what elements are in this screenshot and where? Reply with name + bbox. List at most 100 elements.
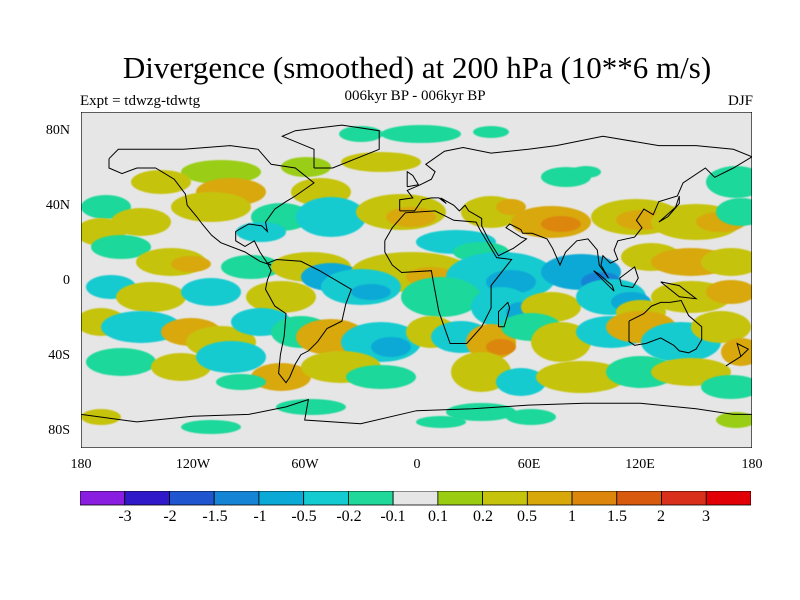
- coastlines: [81, 124, 752, 425]
- coastline: [281, 124, 380, 169]
- colorbar-swatch: [124, 491, 170, 506]
- colorbar-label: 3: [702, 508, 710, 525]
- colorbar-label: -1.5: [202, 508, 228, 525]
- field-blob: [381, 125, 461, 143]
- colorbar-swatch: [213, 491, 260, 506]
- field-blob: [571, 166, 601, 178]
- field-blob: [721, 338, 752, 366]
- field-blob: [496, 368, 546, 396]
- field-blob: [341, 152, 421, 172]
- coastline: [593, 270, 615, 292]
- coastline: [658, 195, 680, 223]
- colorbar-label: -3: [118, 508, 132, 525]
- lon-label-120w: 120W: [175, 457, 211, 472]
- field-blob: [506, 409, 556, 425]
- colorbar-label: 1: [568, 508, 576, 525]
- lat-label-80s: 80S: [48, 423, 70, 438]
- field-blob: [181, 278, 241, 306]
- field-blob: [181, 160, 261, 184]
- coastline: [619, 266, 639, 289]
- field-blob: [111, 208, 171, 236]
- divergence-map: [81, 112, 752, 448]
- coastline: [108, 145, 315, 266]
- colorbar-swatch: [705, 491, 751, 506]
- colorbar-label: 1.5: [607, 508, 627, 525]
- field-blob: [236, 222, 286, 242]
- coastline: [628, 299, 703, 354]
- field-blob: [536, 361, 626, 393]
- colorbar-label: -1: [253, 508, 267, 525]
- field-blob: [716, 412, 752, 428]
- field-blob: [701, 375, 752, 399]
- experiment-label: Expt = tdwzg-tdwtg: [80, 93, 201, 109]
- colorbar-swatch: [616, 491, 662, 506]
- chart-title: Divergence (smoothed) at 200 hPa (10**6 …: [122, 50, 712, 85]
- colorbar-label: -0.2: [336, 508, 362, 525]
- colorbar-label: 0.1: [428, 508, 448, 525]
- field-blob: [171, 192, 251, 222]
- field-blob: [181, 420, 241, 434]
- field-blob: [496, 199, 526, 215]
- field-blob: [151, 353, 211, 381]
- field-blob: [171, 256, 211, 272]
- field-blob: [246, 281, 316, 313]
- field-blob: [216, 374, 266, 390]
- field-blob: [416, 416, 466, 428]
- field-blob: [541, 216, 581, 232]
- colorbar: [80, 491, 751, 506]
- coastline: [660, 281, 698, 300]
- field-blob: [691, 311, 751, 343]
- coastline: [264, 258, 352, 384]
- lat-label-0: 0: [63, 273, 70, 288]
- colorbar-swatch: [392, 491, 439, 506]
- field-blob: [86, 348, 156, 376]
- field-blob: [346, 365, 416, 389]
- colorbar-label: 0.2: [473, 508, 493, 525]
- colorbar-swatch: [80, 491, 126, 506]
- lon-label-180w: 180: [70, 457, 92, 472]
- colorbar-swatch: [258, 491, 305, 506]
- coastline: [406, 170, 420, 188]
- field-blob: [296, 197, 366, 237]
- field-blob: [101, 311, 181, 343]
- colorbar-swatch: [303, 491, 349, 506]
- colorbar-label: -0.5: [291, 508, 317, 525]
- divergence-field: [81, 125, 752, 434]
- coastline: [725, 342, 750, 367]
- field-blob: [716, 198, 752, 226]
- field-blob: [706, 166, 752, 198]
- lon-label-0: 0: [413, 457, 421, 472]
- coastline: [498, 301, 511, 328]
- lat-label-40s: 40S: [48, 348, 70, 363]
- colorbar-label: 2: [657, 508, 665, 525]
- season-label: DJF: [727, 93, 753, 109]
- field-blob: [386, 207, 436, 227]
- colorbar-swatch: [661, 491, 707, 506]
- lat-label-40n: 40N: [45, 198, 70, 213]
- lon-label-120e: 120E: [625, 457, 655, 472]
- field-blob: [701, 248, 752, 276]
- field-blob: [351, 284, 391, 300]
- field-blob: [401, 277, 481, 317]
- colorbar-label: -2: [163, 508, 177, 525]
- field-blob: [276, 399, 346, 415]
- field-blob: [131, 170, 191, 194]
- field-blob: [486, 339, 516, 355]
- field-blob: [196, 341, 266, 373]
- chart-subtitle: 006kyr BP - 006kyr BP: [344, 88, 486, 104]
- coastline: [384, 210, 513, 344]
- lon-label-180e: 180: [741, 457, 763, 472]
- lat-label-80n: 80N: [45, 123, 70, 138]
- colorbar-label: 0.5: [517, 508, 537, 525]
- field-blob: [281, 157, 331, 177]
- colorbar-swatch: [169, 491, 215, 506]
- field-blob: [116, 282, 186, 312]
- coastline: [81, 398, 752, 425]
- colorbar-swatch: [482, 491, 528, 506]
- colorbar-label: -0.1: [380, 508, 406, 525]
- colorbar-swatch: [526, 491, 573, 506]
- colorbar-swatch: [347, 491, 394, 506]
- colorbar-swatch: [437, 491, 483, 506]
- coastline: [399, 135, 752, 279]
- field-blob: [473, 126, 509, 138]
